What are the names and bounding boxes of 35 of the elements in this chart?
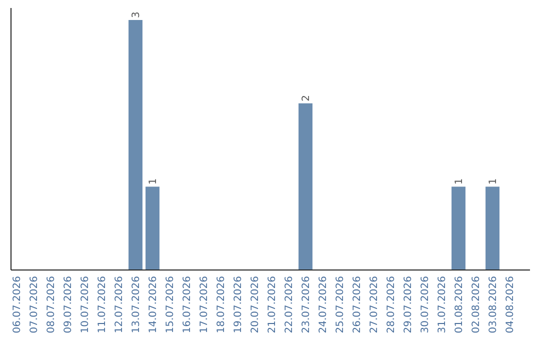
x-tick-label: 04.08.2026 xyxy=(505,276,516,334)
x-tick-label: 07.07.2026 xyxy=(29,276,40,334)
x-tick-label: 17.07.2026 xyxy=(199,276,210,334)
data-label: 2 xyxy=(301,94,312,102)
x-tick-label: 21.07.2026 xyxy=(267,276,278,334)
x-tick-label: 27.07.2026 xyxy=(369,276,380,334)
x-tick-label: 08.07.2026 xyxy=(46,276,57,334)
x-tick-label: 06.07.2026 xyxy=(12,276,23,334)
data-label: 3 xyxy=(131,12,142,18)
x-tick-label: 14.07.2026 xyxy=(148,276,159,334)
x-tick-label: 30.07.2026 xyxy=(420,276,431,334)
x-tick-label: 12.07.2026 xyxy=(114,276,125,334)
x-tick-label: 24.07.2026 xyxy=(318,276,329,334)
x-tick-label: 15.07.2026 xyxy=(165,276,176,334)
x-tick-label: 02.08.2026 xyxy=(471,276,482,334)
x-tick-label: 11.07.2026 xyxy=(97,276,108,334)
x-tick-label: 03.08.2026 xyxy=(488,276,499,334)
x-tick-label: 13.07.2026 xyxy=(131,276,142,334)
x-tick-label: 25.07.2026 xyxy=(335,276,346,334)
x-tick-label: 22.07.2026 xyxy=(284,276,295,334)
data-label: 1 xyxy=(488,178,499,185)
x-tick-label: 10.07.2026 xyxy=(80,276,91,334)
data-label: 1 xyxy=(148,178,159,185)
x-tick-label: 19.07.2026 xyxy=(233,276,244,334)
data-label: 1 xyxy=(454,178,465,185)
x-tick-label: 01.08.2026 xyxy=(454,276,465,334)
x-tick-label: 28.07.2026 xyxy=(386,276,397,334)
x-tick-label: 23.07.2026 xyxy=(301,276,312,334)
x-tick-label: 18.07.2026 xyxy=(216,276,227,334)
x-tick-label: 29.07.2026 xyxy=(403,276,414,334)
x-tick-label: 16.07.2026 xyxy=(182,276,193,334)
x-tick-label: 26.07.2026 xyxy=(352,276,363,334)
x-tick-label: 09.07.2026 xyxy=(63,276,74,334)
x-tick-label: 20.07.2026 xyxy=(250,276,261,334)
x-tick-label: 31.07.2026 xyxy=(437,276,448,334)
